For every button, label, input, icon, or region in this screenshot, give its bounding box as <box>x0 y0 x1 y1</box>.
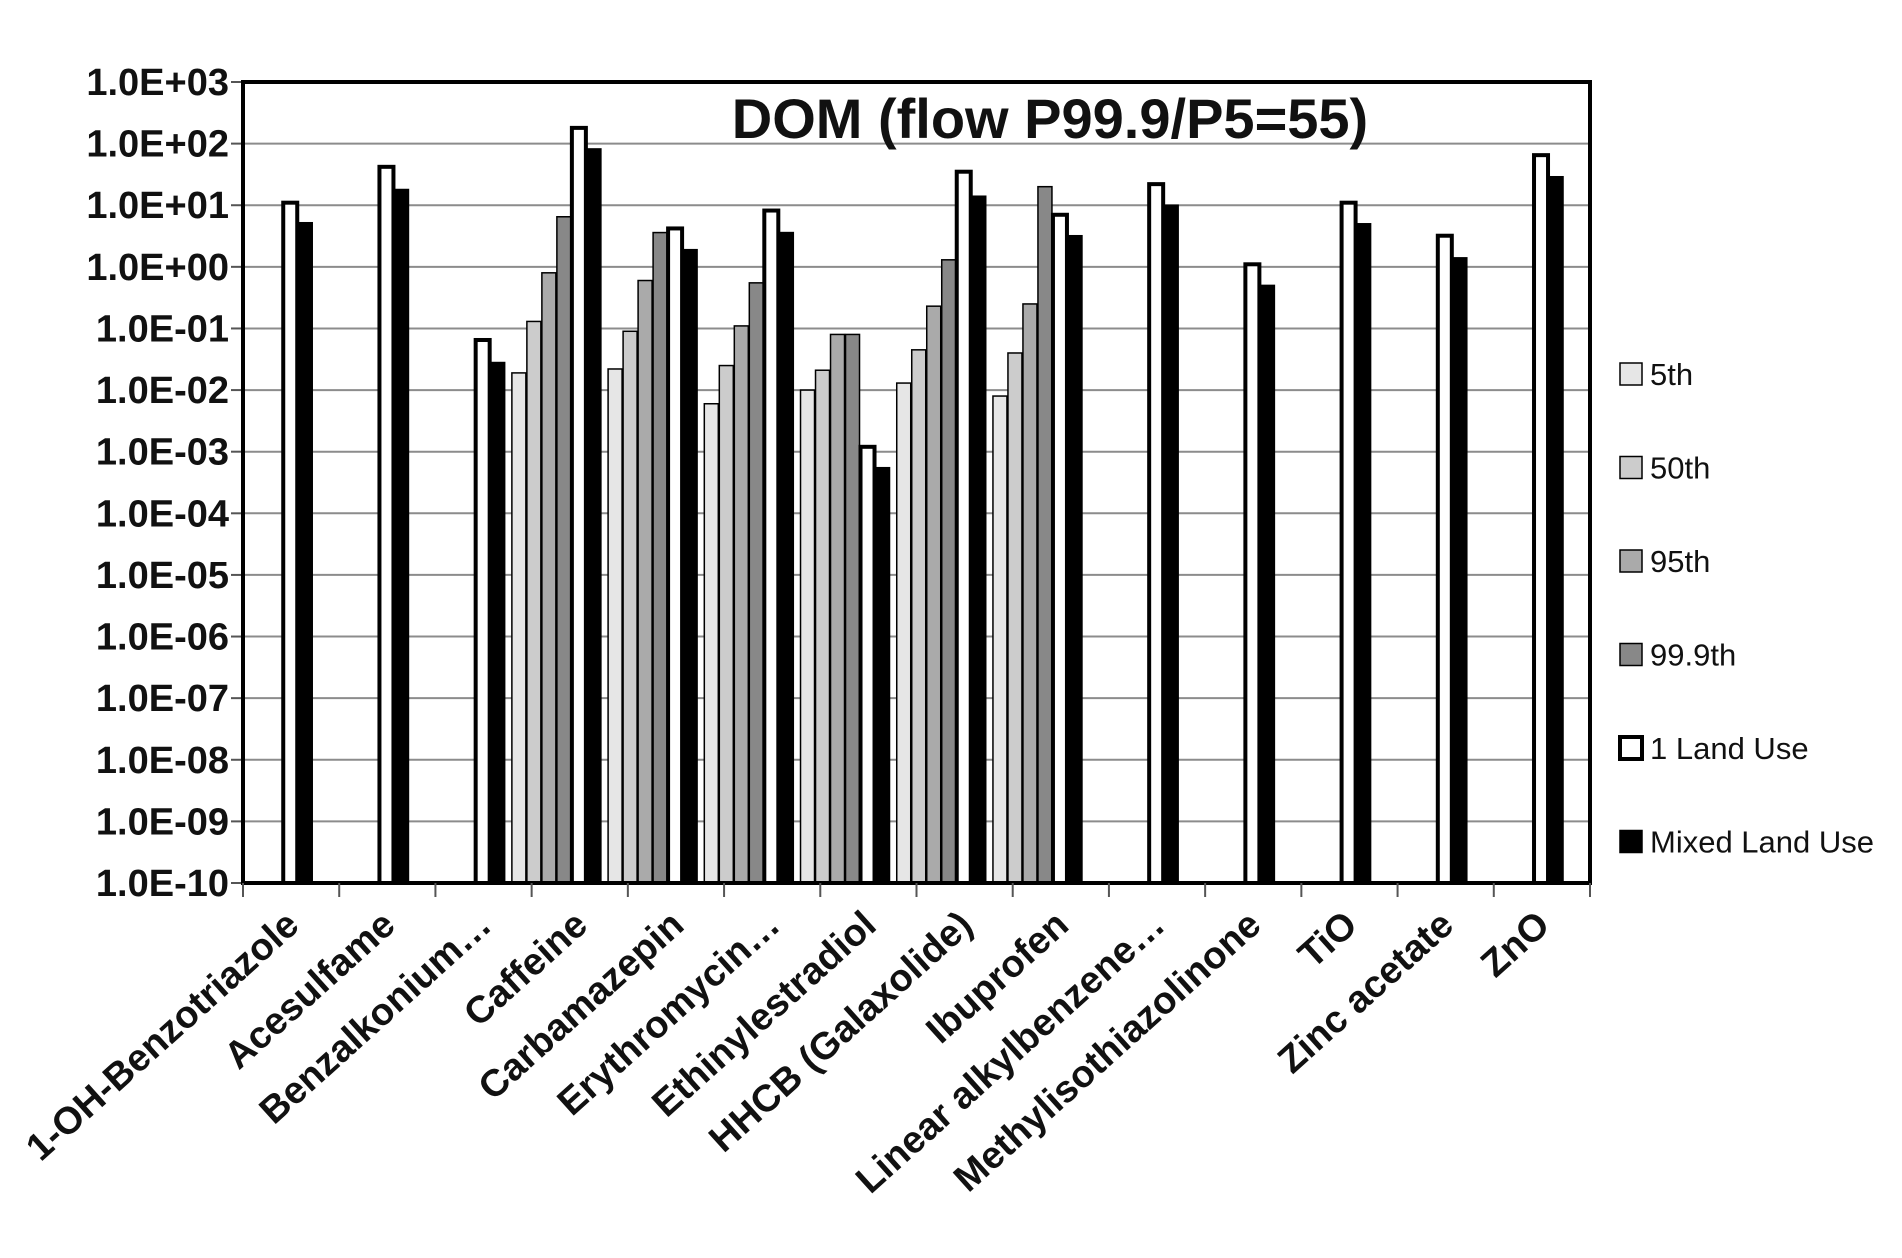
bar-mixed-land-use <box>393 188 410 884</box>
legend-swatch <box>1619 642 1643 667</box>
bar-mixed-land-use <box>1067 234 1083 884</box>
bar-1-land-use <box>473 337 492 885</box>
bar-99-9th <box>940 259 957 884</box>
bar-95th <box>1022 303 1038 884</box>
bar-1-land-use <box>954 169 973 885</box>
bar-1-land-use <box>1532 153 1551 885</box>
x-tick-label: Zinc acetate <box>1270 903 1461 1081</box>
bar-50th <box>526 320 542 884</box>
bar-mixed-land-use <box>874 466 891 884</box>
bar-mixed-land-use <box>586 148 602 884</box>
y-tick-label: 1.0E-10 <box>96 863 229 905</box>
bar-50th <box>910 349 927 884</box>
bar-mixed-land-use <box>1163 204 1179 884</box>
y-tick-label: 1.0E+03 <box>86 62 229 104</box>
axes <box>241 80 1592 897</box>
legend-label: 5th <box>1650 357 1693 392</box>
bar-mixed-land-use <box>1355 223 1372 884</box>
bar-1-land-use <box>377 164 396 885</box>
x-tick-label: TiO <box>1291 903 1366 976</box>
bar-95th <box>733 325 750 884</box>
bar-5th <box>703 402 720 884</box>
bar-1-land-use <box>666 226 685 886</box>
bar-99-9th <box>556 216 572 884</box>
y-tick-label: 1.0E-08 <box>96 740 229 782</box>
y-tick-label: 1.0E-04 <box>96 493 229 535</box>
bar-1-land-use <box>569 125 588 886</box>
bar-5th <box>895 382 912 884</box>
y-tick-label: 1.0E+00 <box>86 247 229 289</box>
legend-label: 50th <box>1650 451 1710 486</box>
bar-99-9th <box>844 333 861 884</box>
bar-50th <box>1007 352 1023 884</box>
bar-5th <box>992 395 1008 884</box>
y-tick-labels: 1.0E-10 1.0E-09 1.0E-08 1.0E-07 1.0E-06 1.0E-… <box>86 62 229 905</box>
bar-1-land-use <box>1243 262 1262 885</box>
y-tick-label: 1.0E-06 <box>96 617 229 659</box>
bar-1-land-use <box>1435 233 1454 886</box>
bar-1-land-use <box>858 444 877 885</box>
y-tick-label: 1.0E+02 <box>86 124 229 166</box>
legend-swatch <box>1619 455 1643 480</box>
bar-mixed-land-use <box>1259 284 1276 884</box>
x-tick-label: ZnO <box>1473 903 1558 985</box>
bar-mixed-land-use <box>1452 257 1468 884</box>
bar-95th <box>829 333 846 884</box>
bar-mixed-land-use <box>682 248 698 884</box>
y-tick-label: 1.0E-09 <box>96 801 229 843</box>
y-tick-label: 1.0E-07 <box>96 678 229 720</box>
bar-5th <box>607 368 623 884</box>
legend-swatch <box>1619 829 1643 854</box>
legend-label: 95th <box>1650 544 1710 579</box>
bar-mixed-land-use <box>970 195 987 884</box>
bar-50th <box>718 364 735 884</box>
bar-50th <box>814 369 831 884</box>
bar-50th <box>622 330 638 884</box>
bar-99-9th <box>1037 185 1053 884</box>
bar-95th <box>637 279 653 884</box>
bars <box>281 125 1564 886</box>
legend-swatch <box>1619 549 1643 573</box>
bar-1-land-use <box>281 200 300 885</box>
bar-95th <box>925 305 942 884</box>
chart-title: DOM (flow P99.9/P5=55) <box>732 87 1368 150</box>
legend-label: 1 Land Use <box>1650 731 1809 766</box>
bar-1-land-use <box>762 208 781 886</box>
bar-99-9th <box>748 282 765 884</box>
legend-label: Mixed Land Use <box>1650 825 1874 860</box>
bar-mixed-land-use <box>1548 175 1564 884</box>
legend-swatch <box>1619 362 1643 386</box>
bar-99-9th <box>652 231 668 884</box>
bar-5th <box>511 372 527 884</box>
bar-5th <box>799 389 816 884</box>
legend-swatch <box>1618 735 1644 761</box>
bar-mixed-land-use <box>297 221 313 884</box>
legend: 5th 50th 95th 99.9th 1 Land Use Mixed Land Us… <box>1618 357 1874 860</box>
bar-1-land-use <box>1050 212 1069 886</box>
y-tick-label: 1.0E-03 <box>96 432 229 474</box>
bar-95th <box>541 272 557 884</box>
bar-1-land-use <box>1147 182 1166 885</box>
y-tick-label: 1.0E-02 <box>96 370 229 412</box>
y-tick-label: 1.0E-05 <box>96 555 229 597</box>
y-tick-label: 1.0E-01 <box>96 308 229 350</box>
bar-mixed-land-use <box>489 361 506 884</box>
x-tick-labels: 1-OH-BenzotriazoleAcesulfameBenzalkonium… <box>19 903 1558 1201</box>
bar-mixed-land-use <box>778 231 795 884</box>
bar-1-land-use <box>1339 200 1358 885</box>
y-tick-label: 1.0E+01 <box>86 185 229 227</box>
legend-label: 99.9th <box>1650 638 1736 673</box>
